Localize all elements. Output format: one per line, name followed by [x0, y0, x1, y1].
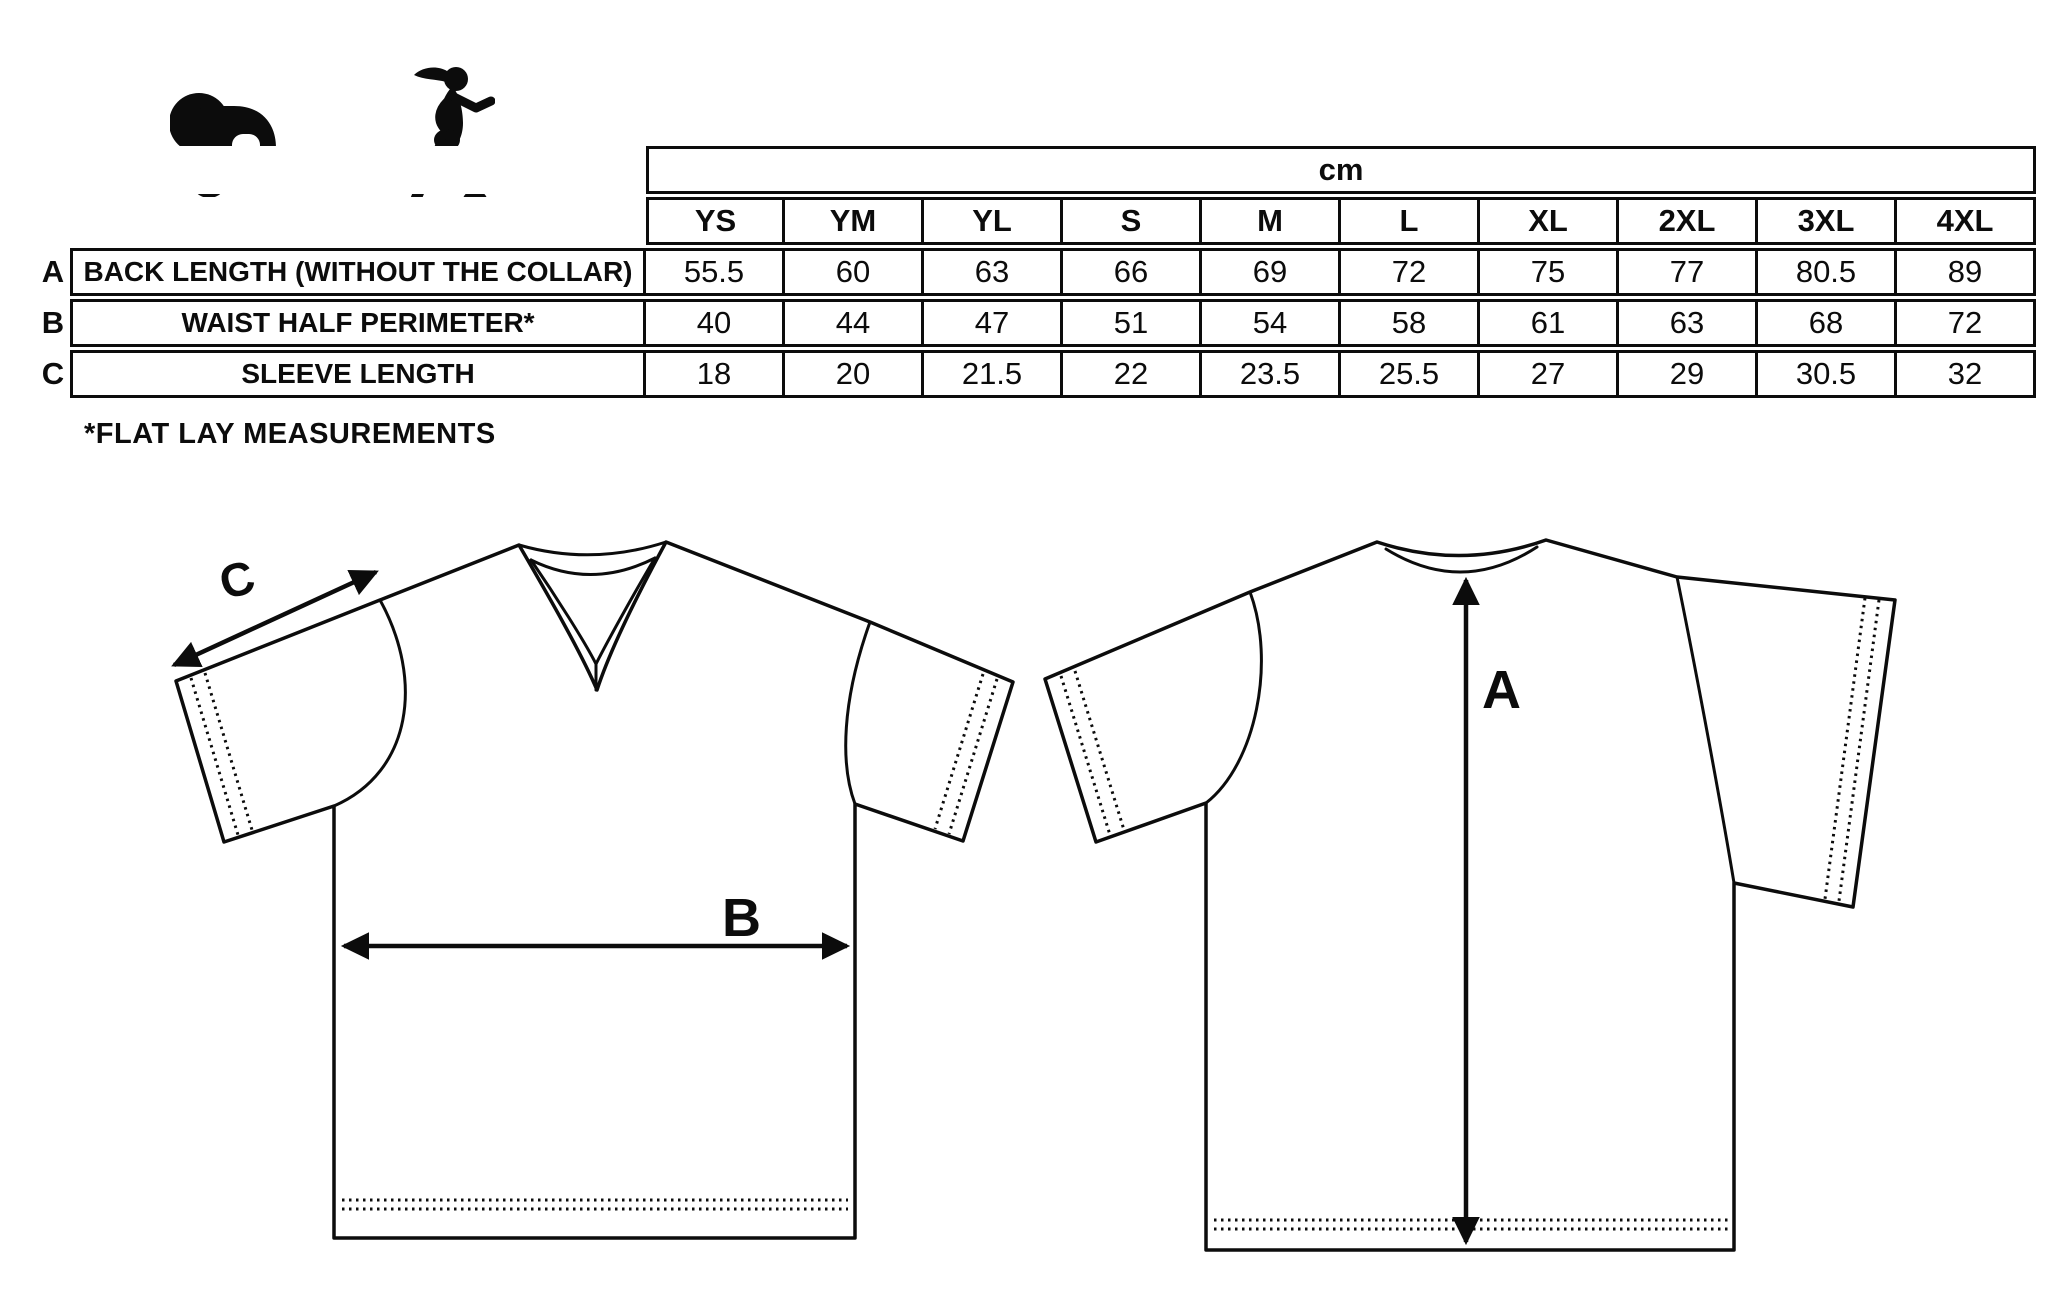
size-value: 27: [1480, 350, 1619, 398]
front-shirt-diagram: B C: [171, 540, 1015, 1240]
row-letter: B: [36, 299, 70, 347]
front-hem-stitching: [342, 1198, 848, 1211]
back-collar-seam: [1384, 545, 1539, 574]
front-shirt-outline: [174, 540, 1015, 1240]
front-right-armscye-seam: [844, 620, 872, 806]
size-header-row: YS YM YL S M L XL 2XL 3XL 4XL: [36, 197, 2037, 245]
size-value: 22: [1063, 350, 1202, 398]
size-header: S: [1063, 197, 1202, 245]
size-value: 61: [1480, 299, 1619, 347]
row-label: SLEEVE LENGTH: [70, 350, 646, 398]
table-row-c: C SLEEVE LENGTH 18 20 21.5 22 23.5 25.5 …: [36, 350, 2037, 398]
size-value: 44: [785, 299, 924, 347]
row-letter: C: [36, 350, 70, 398]
size-value: 77: [1619, 248, 1758, 296]
table-row-a: A BACK LENGTH (WITHOUT THE COLLAR) 55.5 …: [36, 248, 2037, 296]
size-header: 2XL: [1619, 197, 1758, 245]
back-sleeve-stitching: [1059, 597, 1881, 902]
back-shirt-diagram: A: [1043, 538, 1897, 1252]
size-header: XL: [1480, 197, 1619, 245]
size-value: 21.5: [924, 350, 1063, 398]
size-value: 23.5: [1202, 350, 1341, 398]
size-value: 69: [1202, 248, 1341, 296]
front-sleeve-stitching: [189, 672, 999, 836]
size-value: 72: [1341, 248, 1480, 296]
size-value: 18: [646, 350, 785, 398]
size-header: YS: [646, 197, 785, 245]
back-left-armscye-seam: [1204, 590, 1263, 805]
size-value: 60: [785, 248, 924, 296]
size-value: 32: [1897, 350, 2037, 398]
back-right-armscye-seam: [1675, 575, 1736, 885]
size-value: 55.5: [646, 248, 785, 296]
size-value: 51: [1063, 299, 1202, 347]
size-header: YM: [785, 197, 924, 245]
size-value: 72: [1897, 299, 2037, 347]
size-value: 30.5: [1758, 350, 1897, 398]
size-value: 66: [1063, 248, 1202, 296]
back-shirt-outline: [1043, 538, 1897, 1252]
row-letter: A: [36, 248, 70, 296]
spacer: [36, 197, 646, 245]
row-label: WAIST HALF PERIMETER*: [70, 299, 646, 347]
size-value: 63: [1619, 299, 1758, 347]
size-header: L: [1341, 197, 1480, 245]
size-value: 89: [1897, 248, 2037, 296]
unit-row: cm: [36, 146, 2037, 194]
size-value: 47: [924, 299, 1063, 347]
waist-arrow-label: B: [722, 888, 761, 948]
sleeve-measure-arrow: [171, 569, 379, 668]
size-value: 58: [1341, 299, 1480, 347]
size-value: 63: [924, 248, 1063, 296]
size-header: 3XL: [1758, 197, 1897, 245]
table-row-b: B WAIST HALF PERIMETER* 40 44 47 51 54 5…: [36, 299, 2037, 347]
spacer: [36, 146, 646, 194]
front-collar-seams: [517, 540, 668, 692]
row-label: BACK LENGTH (WITHOUT THE COLLAR): [70, 248, 646, 296]
size-header: 4XL: [1897, 197, 2037, 245]
front-left-armscye-seam: [332, 598, 407, 808]
size-value: 68: [1758, 299, 1897, 347]
size-value: 54: [1202, 299, 1341, 347]
size-value: 25.5: [1341, 350, 1480, 398]
size-chart-table: cm YS YM YL S M L XL 2XL 3XL 4XL A BACK …: [36, 143, 2037, 401]
size-header: YL: [924, 197, 1063, 245]
flat-lay-footnote: *FLAT LAY MEASUREMENTS: [84, 418, 496, 450]
size-value: 75: [1480, 248, 1619, 296]
size-value: 80.5: [1758, 248, 1897, 296]
size-value: 40: [646, 299, 785, 347]
back-hem-stitching: [1214, 1218, 1728, 1231]
size-value: 20: [785, 350, 924, 398]
garment-measurement-diagram: B C A: [171, 538, 1897, 1252]
back-length-arrow-label: A: [1482, 660, 1521, 720]
size-value: 29: [1619, 350, 1758, 398]
size-header: M: [1202, 197, 1341, 245]
unit-header: cm: [646, 146, 2037, 194]
sleeve-arrow-label: C: [213, 549, 260, 609]
